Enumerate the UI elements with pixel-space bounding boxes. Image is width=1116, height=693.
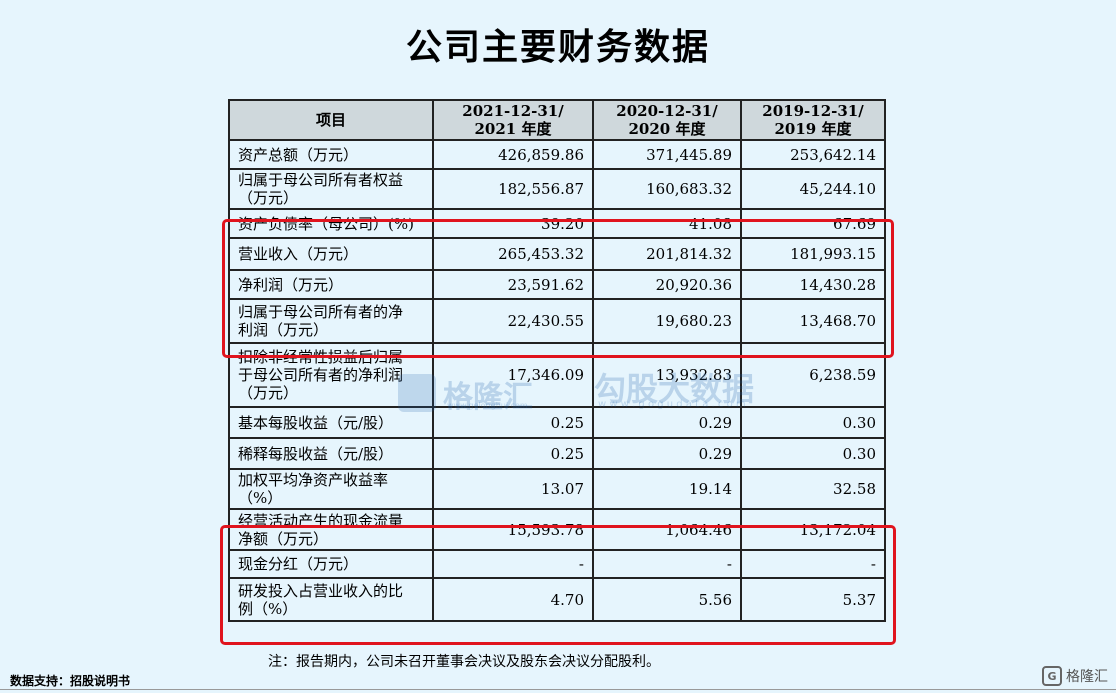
row-label: 资产总额（万元） — [228, 139, 434, 170]
row-value-2021: 182,556.87 — [432, 168, 594, 210]
row-value-2020: 0.29 — [592, 406, 742, 439]
row-value-2019: 0.30 — [740, 437, 886, 470]
row-value-2020: 5.56 — [592, 577, 742, 622]
watermark-logo-icon — [398, 374, 436, 412]
row-value-2021: 23,591.62 — [432, 269, 594, 300]
row-value-2019: 13,172.04 — [740, 508, 886, 551]
row-label: 稀释每股收益（元/股） — [228, 437, 434, 470]
row-label-line: 现金分红（万元） — [238, 555, 359, 573]
row-value-2021: 426,859.86 — [432, 139, 594, 170]
row-label: 营业收入（万元） — [228, 237, 434, 271]
row-value-2019: 13,468.70 — [740, 298, 886, 344]
table-row: 归属于母公司所有者的净 利润（万元） 22,430.55 19,680.23 13,46… — [228, 298, 886, 344]
row-label-line: 归属于母公司所有者权益 — [238, 171, 404, 189]
row-value-2019: 32.58 — [740, 468, 886, 510]
table-header-row: 项目 2021-12-31/ 2021 年度 2020-12-31/ 2020 … — [228, 99, 886, 141]
row-value-2019: 14,430.28 — [740, 269, 886, 300]
table-row: 资产总额（万元） 426,859.86 371,445.89 253,642.14 — [228, 139, 886, 170]
row-value-2020: 19.14 — [592, 468, 742, 510]
row-value-2021: 22,430.55 — [432, 298, 594, 344]
row-value-2020: - — [592, 549, 742, 579]
bottom-divider — [0, 689, 1116, 690]
row-label-line: （万元） — [238, 384, 299, 402]
row-label-line: 净额（万元） — [238, 529, 329, 548]
row-value-2019: 45,244.10 — [740, 168, 886, 210]
highlight-box-cash — [220, 525, 896, 645]
row-value-2019: - — [740, 549, 886, 579]
row-value-2021: 39.20 — [432, 208, 594, 239]
row-value-2021: 0.25 — [432, 437, 594, 470]
row-value-2020: 0.29 — [592, 437, 742, 470]
row-value-2020: 20,920.36 — [592, 269, 742, 300]
header-2020: 2020-12-31/ 2020 年度 — [592, 99, 742, 141]
row-label: 基本每股收益（元/股） — [228, 406, 434, 439]
row-label-line: 研发投入占营业收入的比 — [238, 581, 404, 600]
row-label-line: （%） — [238, 489, 283, 507]
row-label-line: 例（%） — [238, 599, 298, 618]
row-value-2020: 371,445.89 — [592, 139, 742, 170]
row-value-2021: 17,346.09 — [432, 342, 594, 408]
table-row: 稀释每股收益（元/股） 0.25 0.29 0.30 — [228, 437, 886, 470]
row-value-2021: 0.25 — [432, 406, 594, 439]
row-label-line: 营业收入（万元） — [238, 245, 359, 263]
row-label: 扣除非经常性损益后归属 于母公司所有者的净利润 （万元） — [228, 342, 434, 408]
row-value-2020: 19,680.23 — [592, 298, 742, 344]
table-row: 营业收入（万元） 265,453.32 201,814.32 181,993.15 — [228, 237, 886, 271]
row-label-line: 净利润（万元） — [238, 275, 344, 294]
row-label: 归属于母公司所有者权益 （万元） — [228, 168, 434, 210]
header-2021: 2021-12-31/ 2021 年度 — [432, 99, 594, 141]
data-source: 数据支持：招股说明书 — [10, 674, 131, 688]
row-label-line: 利润（万元） — [238, 321, 329, 339]
table-row: 经营活动产生的现金流量 净额（万元） 15,593.78 1,064.46 13,172… — [228, 508, 886, 551]
row-label-line: 稀释每股收益（元/股） — [238, 444, 394, 463]
footnote: 注：报告期内，公司未召开董事会决议及股东会决议分配股利。 — [268, 654, 660, 670]
row-label: 归属于母公司所有者的净 利润（万元） — [228, 298, 434, 344]
row-label-line: 基本每股收益（元/股） — [238, 413, 394, 432]
row-value-2021: 4.70 — [432, 577, 594, 622]
table-row: 归属于母公司所有者权益 （万元） 182,556.87 160,683.32 45,24… — [228, 168, 886, 210]
row-label: 研发投入占营业收入的比 例（%） — [228, 577, 434, 622]
header-2019: 2019-12-31/ 2019 年度 — [740, 99, 886, 141]
row-label-line: （万元） — [238, 189, 299, 207]
row-label: 加权平均净资产收益率 （%） — [228, 468, 434, 510]
table-row: 净利润（万元） 23,591.62 20,920.36 14,430.28 — [228, 269, 886, 300]
table-row: 现金分红（万元） - - - — [228, 549, 886, 579]
row-label-line: 于母公司所有者的净利润 — [238, 366, 404, 384]
row-value-2020: 201,814.32 — [592, 237, 742, 271]
table-row: 研发投入占营业收入的比 例（%） 4.70 5.56 5.37 — [228, 577, 886, 622]
row-value-2021: - — [432, 549, 594, 579]
table-row: 加权平均净资产收益率 （%） 13.07 19.14 32.58 — [228, 468, 886, 510]
row-value-2019: 0.30 — [740, 406, 886, 439]
row-label-line: 加权平均净资产收益率 — [238, 471, 389, 489]
row-label: 净利润（万元） — [228, 269, 434, 300]
row-value-2020: 13,932.83 — [592, 342, 742, 408]
row-value-2020: 160,683.32 — [592, 168, 742, 210]
row-label: 现金分红（万元） — [228, 549, 434, 579]
row-value-2021: 13.07 — [432, 468, 594, 510]
financial-table: 项目 2021-12-31/ 2021 年度 2020-12-31/ 2020 … — [228, 99, 886, 622]
row-label-line: 归属于母公司所有者的净 — [238, 303, 404, 321]
row-value-2019: 181,993.15 — [740, 237, 886, 271]
header-item: 项目 — [228, 99, 434, 141]
brand-logo-text: 格隆汇 — [1066, 669, 1108, 685]
row-value-2019: 253,642.14 — [740, 139, 886, 170]
row-label-line: 资产总额（万元） — [238, 145, 359, 164]
brand-logo-icon: G — [1042, 666, 1062, 686]
table-row: 基本每股收益（元/股） 0.25 0.29 0.30 — [228, 406, 886, 439]
row-value-2021: 265,453.32 — [432, 237, 594, 271]
table-row: 扣除非经常性损益后归属 于母公司所有者的净利润 （万元） 17,346.09 13,93… — [228, 342, 886, 408]
brand-logo: G 格隆汇 — [1042, 666, 1108, 686]
row-value-2020: 41.08 — [592, 208, 742, 239]
row-value-2019: 6,238.59 — [740, 342, 886, 408]
row-value-2019: 5.37 — [740, 577, 886, 622]
highlight-box-profit — [222, 219, 894, 358]
page-title: 公司主要财务数据 — [405, 27, 710, 68]
